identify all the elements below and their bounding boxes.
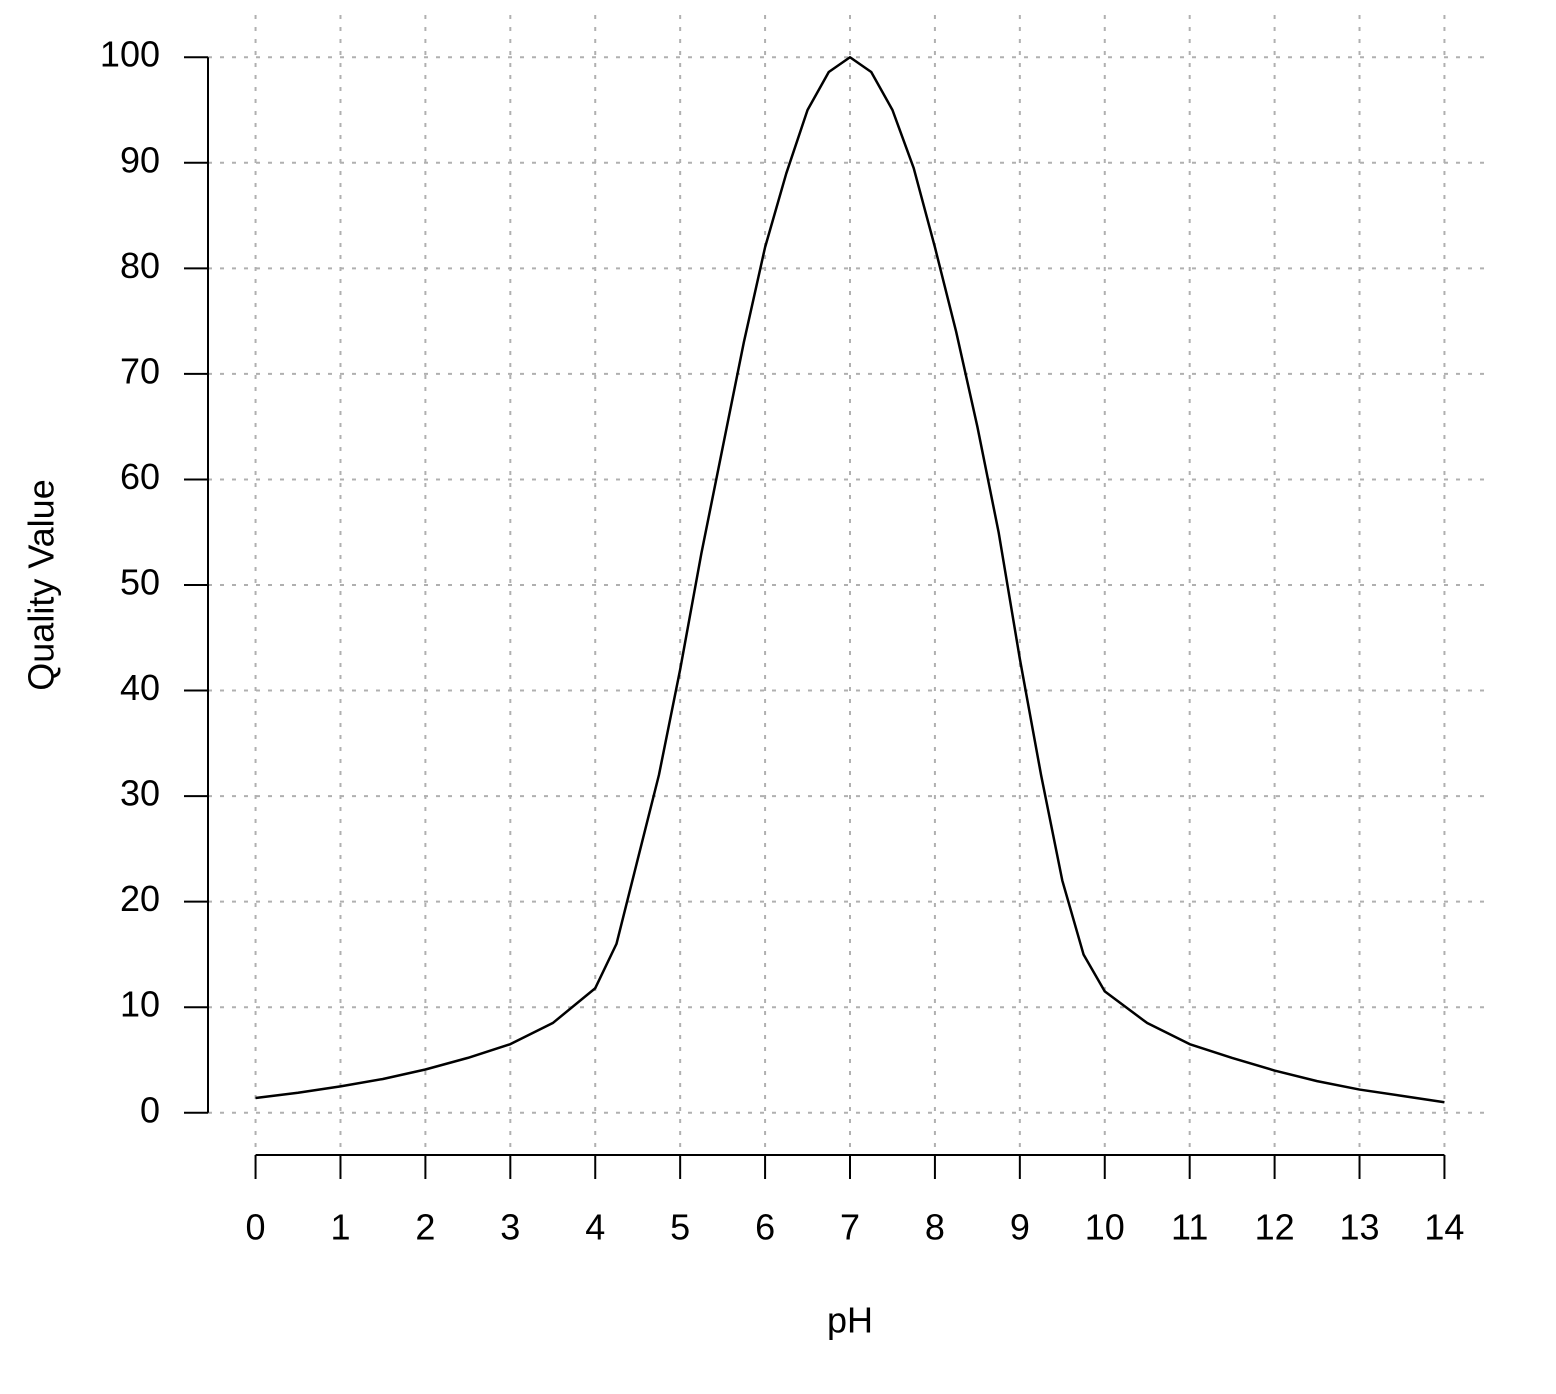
y-tick-label: 80 <box>120 245 160 286</box>
x-axis-title: pH <box>827 1300 873 1341</box>
y-tick-label: 20 <box>120 878 160 919</box>
x-tick-label: 11 <box>1171 1207 1208 1248</box>
y-tick-label: 10 <box>120 984 160 1025</box>
y-tick-label: 50 <box>120 562 160 603</box>
x-tick-label: 10 <box>1085 1207 1125 1248</box>
x-tick-label: 1 <box>330 1207 350 1248</box>
x-tick-label: 9 <box>1010 1207 1030 1248</box>
y-tick-label: 60 <box>120 456 160 497</box>
y-axis-title: Quality Value <box>21 479 62 690</box>
y-tick-label: 30 <box>120 773 160 814</box>
x-tick-label: 0 <box>246 1207 266 1248</box>
x-tick-label: 8 <box>925 1207 945 1248</box>
x-tick-label: 3 <box>500 1207 520 1248</box>
x-tick-label: 14 <box>1424 1207 1464 1248</box>
y-tick-label: 90 <box>120 139 160 180</box>
y-tick-label: 40 <box>120 667 160 708</box>
x-tick-label: 6 <box>755 1207 775 1248</box>
x-tick-label: 13 <box>1340 1207 1380 1248</box>
line <box>255 55 1445 1104</box>
x-tick-label: 5 <box>670 1207 690 1248</box>
x-tick-label: 2 <box>415 1207 435 1248</box>
x-tick-label: 4 <box>585 1207 605 1248</box>
y-tick-label: 0 <box>140 1089 160 1130</box>
x-tick-label: 12 <box>1255 1207 1295 1248</box>
x-tick-label: 7 <box>840 1207 860 1248</box>
y-tick-label: 100 <box>100 34 160 75</box>
y-tick-label: 70 <box>120 350 160 391</box>
